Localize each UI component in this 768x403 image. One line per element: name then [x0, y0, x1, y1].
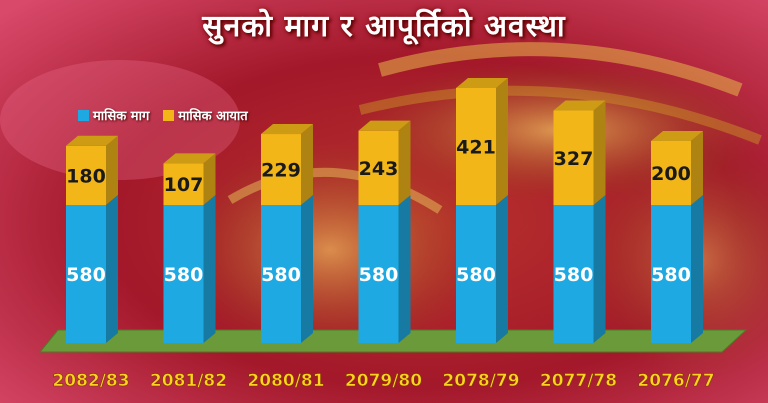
bar-top-2077/78 — [553, 100, 606, 111]
value-label-import-2076/77: 200 — [651, 163, 691, 185]
bar-demand-side-2081/82 — [203, 195, 216, 343]
bar-top-2081/82 — [163, 153, 216, 164]
legend-swatch-import — [163, 109, 175, 121]
category-label-2081/82: 2081/82 — [150, 371, 227, 391]
bar-import-2079/80 — [358, 130, 399, 205]
bar-import-2081/82 — [163, 163, 204, 205]
bar-demand-2082/83 — [66, 205, 106, 343]
bar-demand-2076/77 — [651, 205, 691, 343]
value-label-demand-2081/82: 580 — [164, 264, 204, 286]
bar-demand-2077/78 — [553, 205, 594, 343]
value-label-import-2077/78: 327 — [554, 148, 594, 170]
bar-import-2082/83 — [66, 145, 106, 205]
category-label-2076/77: 2076/77 — [637, 371, 714, 391]
bar-import-2080/81 — [261, 134, 301, 205]
bar-demand-side-2076/77 — [691, 195, 703, 343]
value-label-import-2082/83: 180 — [66, 165, 106, 187]
legend-swatch-demand — [78, 109, 89, 121]
legend-label-demand: मासिक माग — [93, 109, 150, 124]
category-label-2082/83: 2082/83 — [52, 371, 129, 391]
bar-demand-2078/79 — [456, 205, 496, 343]
value-label-import-2078/79: 421 — [456, 136, 496, 158]
value-label-demand-2076/77: 580 — [651, 264, 691, 286]
value-label-demand-2078/79: 580 — [456, 264, 496, 286]
bar-top-2076/77 — [651, 131, 703, 141]
legend-item-demand: मासिक माग — [78, 106, 149, 124]
bar-demand-side-2078/79 — [496, 195, 508, 343]
bar-import-side-2080/81 — [301, 124, 313, 205]
legend-item-import: मासिक आयात — [163, 106, 248, 124]
bar-import-side-2079/80 — [398, 120, 411, 205]
bar-import-side-2078/79 — [496, 77, 508, 205]
value-label-import-2079/80: 243 — [359, 158, 399, 180]
category-label-2078/79: 2078/79 — [442, 371, 519, 391]
value-label-import-2081/82: 107 — [164, 174, 204, 196]
bar-import-side-2081/82 — [203, 153, 216, 205]
value-label-demand-2077/78: 580 — [554, 264, 594, 286]
chart-title: सुनको माग र आपूर्तिको अवस्था — [202, 9, 566, 44]
value-label-demand-2080/81: 580 — [261, 264, 301, 286]
category-label-2077/78: 2077/78 — [540, 371, 617, 391]
legend-label-import: मासिक आयात — [178, 109, 248, 124]
bar-import-2078/79 — [456, 87, 496, 205]
value-label-import-2080/81: 229 — [261, 160, 301, 182]
bar-top-2079/80 — [358, 120, 411, 131]
value-label-demand-2079/80: 580 — [359, 264, 399, 286]
bar-import-side-2076/77 — [691, 131, 703, 205]
bar-top-2080/81 — [261, 124, 313, 135]
bar-import-side-2077/78 — [593, 100, 606, 205]
bar-demand-side-2077/78 — [593, 195, 606, 343]
bar-import-2076/77 — [651, 141, 691, 205]
legend: मासिक माग मासिक आयात — [78, 106, 248, 124]
value-label-demand-2082/83: 580 — [66, 264, 106, 286]
category-label-2080/81: 2080/81 — [247, 371, 324, 391]
bar-demand-2081/82 — [163, 205, 204, 343]
bar-import-2077/78 — [553, 110, 594, 205]
bar-top-2078/79 — [456, 77, 508, 88]
bar-import-side-2082/83 — [106, 135, 118, 205]
bar-demand-side-2080/81 — [301, 195, 313, 343]
bar-demand-side-2082/83 — [106, 195, 118, 343]
category-label-2079/80: 2079/80 — [345, 371, 422, 391]
bar-demand-side-2079/80 — [398, 195, 411, 343]
bar-demand-2080/81 — [261, 205, 301, 343]
bar-demand-2079/80 — [358, 205, 399, 343]
bar-top-2082/83 — [66, 135, 118, 146]
